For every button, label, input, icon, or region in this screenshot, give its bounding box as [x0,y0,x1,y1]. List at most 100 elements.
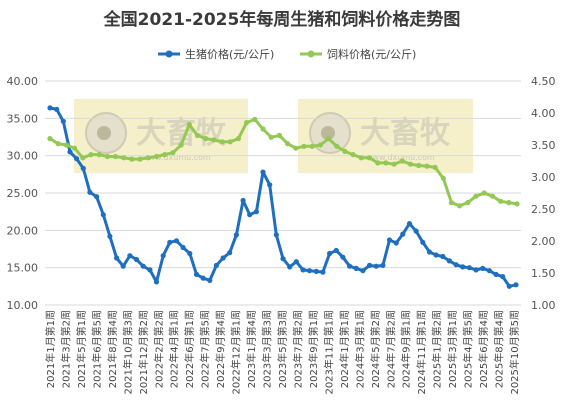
data-point [129,156,135,162]
data-point [260,169,266,175]
data-point [457,203,463,209]
data-point [60,118,66,124]
data-point [426,249,433,255]
data-point [307,268,313,274]
data-point [121,155,127,161]
watermark-url-text: www.dxumu.com [142,153,211,162]
data-point [465,200,471,206]
x-tick-label: 2022年7月第5周 [199,310,212,388]
y-right-tick-label: 1.00 [531,299,556,312]
series-layer [47,105,520,289]
y-left-tick-label: 30.00 [7,150,39,163]
data-point [340,254,346,260]
data-point [153,153,160,160]
data-point [400,231,406,237]
data-point [88,152,94,158]
data-point [127,253,133,259]
data-point [448,200,455,206]
data-point [406,221,413,227]
data-point [416,162,422,169]
x-tick-label: 2025年6月第4周 [477,310,490,388]
y-right-tick-label: 3.00 [531,171,556,184]
data-point [293,145,299,151]
data-point [432,164,438,170]
data-point [104,153,110,160]
x-tick-label: 2021年1月第1周 [44,310,57,388]
data-point [358,155,364,161]
data-point [186,121,192,128]
data-point [285,141,291,147]
data-point [203,136,209,142]
data-point [327,250,333,257]
y-right-tick-label: 4.00 [531,107,556,120]
x-tick-label: 2021年12月第2周 [137,310,150,395]
y-left-tick-label: 25.00 [7,187,39,200]
x-tick-label: 2021年8月第4周 [106,310,119,388]
data-point [100,212,106,218]
data-point [460,264,466,270]
data-point [268,134,274,140]
data-point [120,263,126,269]
data-point [137,156,143,162]
y-right-tick-label: 3.50 [531,139,556,152]
data-point [413,228,419,234]
watermark-logo-eye-icon [97,126,111,140]
data-point [267,182,273,188]
data-point [347,263,353,269]
data-point [440,253,446,260]
data-point [114,255,120,261]
data-point [253,209,259,215]
x-tick-label: 2025年3月第1周 [446,310,459,388]
x-tick-label: 2023年3月第3周 [261,310,274,388]
data-point [500,274,506,280]
data-point [301,143,307,149]
data-point [276,132,282,138]
x-tick-label: 2025年10月第5周 [508,310,521,395]
data-point [334,143,340,149]
data-point [140,263,146,269]
x-tick-label: 2023年5月第3周 [276,310,289,388]
data-point [393,240,399,246]
watermark-brand-text: 大畜牧 [360,116,451,151]
x-tick-label: 2023年11月第1周 [322,310,335,395]
data-point [391,161,397,167]
data-point [213,262,219,268]
data-point [473,193,479,199]
data-point [247,212,253,218]
data-point [489,193,495,199]
data-point [373,263,379,269]
x-tick-label: 2023年1月第4周 [245,310,258,388]
y-left-tick-label: 20.00 [7,224,39,237]
x-tick-label: 2023年7月第2周 [291,310,304,388]
data-point [287,264,293,270]
x-tick-label: 2024年7月第2周 [384,310,397,388]
data-point [67,149,73,155]
data-point [211,137,217,143]
data-point [145,155,151,161]
data-point [453,262,459,268]
data-point [399,158,405,164]
y-left-tick-label: 40.00 [7,75,39,88]
data-point [94,194,100,200]
data-point [407,161,414,167]
x-tick-label: 2024年1月第1周 [338,310,351,388]
data-point [153,279,160,285]
data-point [180,244,186,251]
data-point [54,106,60,112]
data-point [309,143,315,149]
series-line-2 [49,117,518,208]
data-point [498,198,504,204]
x-tick-label: 2023年9月第1周 [307,310,320,388]
data-point [480,265,486,271]
x-tick-label: 2025年8月第4周 [493,310,506,388]
data-point [493,271,499,277]
data-point [353,265,359,271]
data-point [375,160,381,166]
legend-label-1: 生猪价格(元/公斤) [185,47,274,61]
data-point [87,189,93,195]
x-tick-label: 2021年3月第2周 [59,310,72,388]
data-point [244,120,250,126]
y-right-tick-label: 2.50 [531,203,556,216]
data-point [167,239,173,245]
y-right-tick-label: 2.00 [531,235,556,248]
